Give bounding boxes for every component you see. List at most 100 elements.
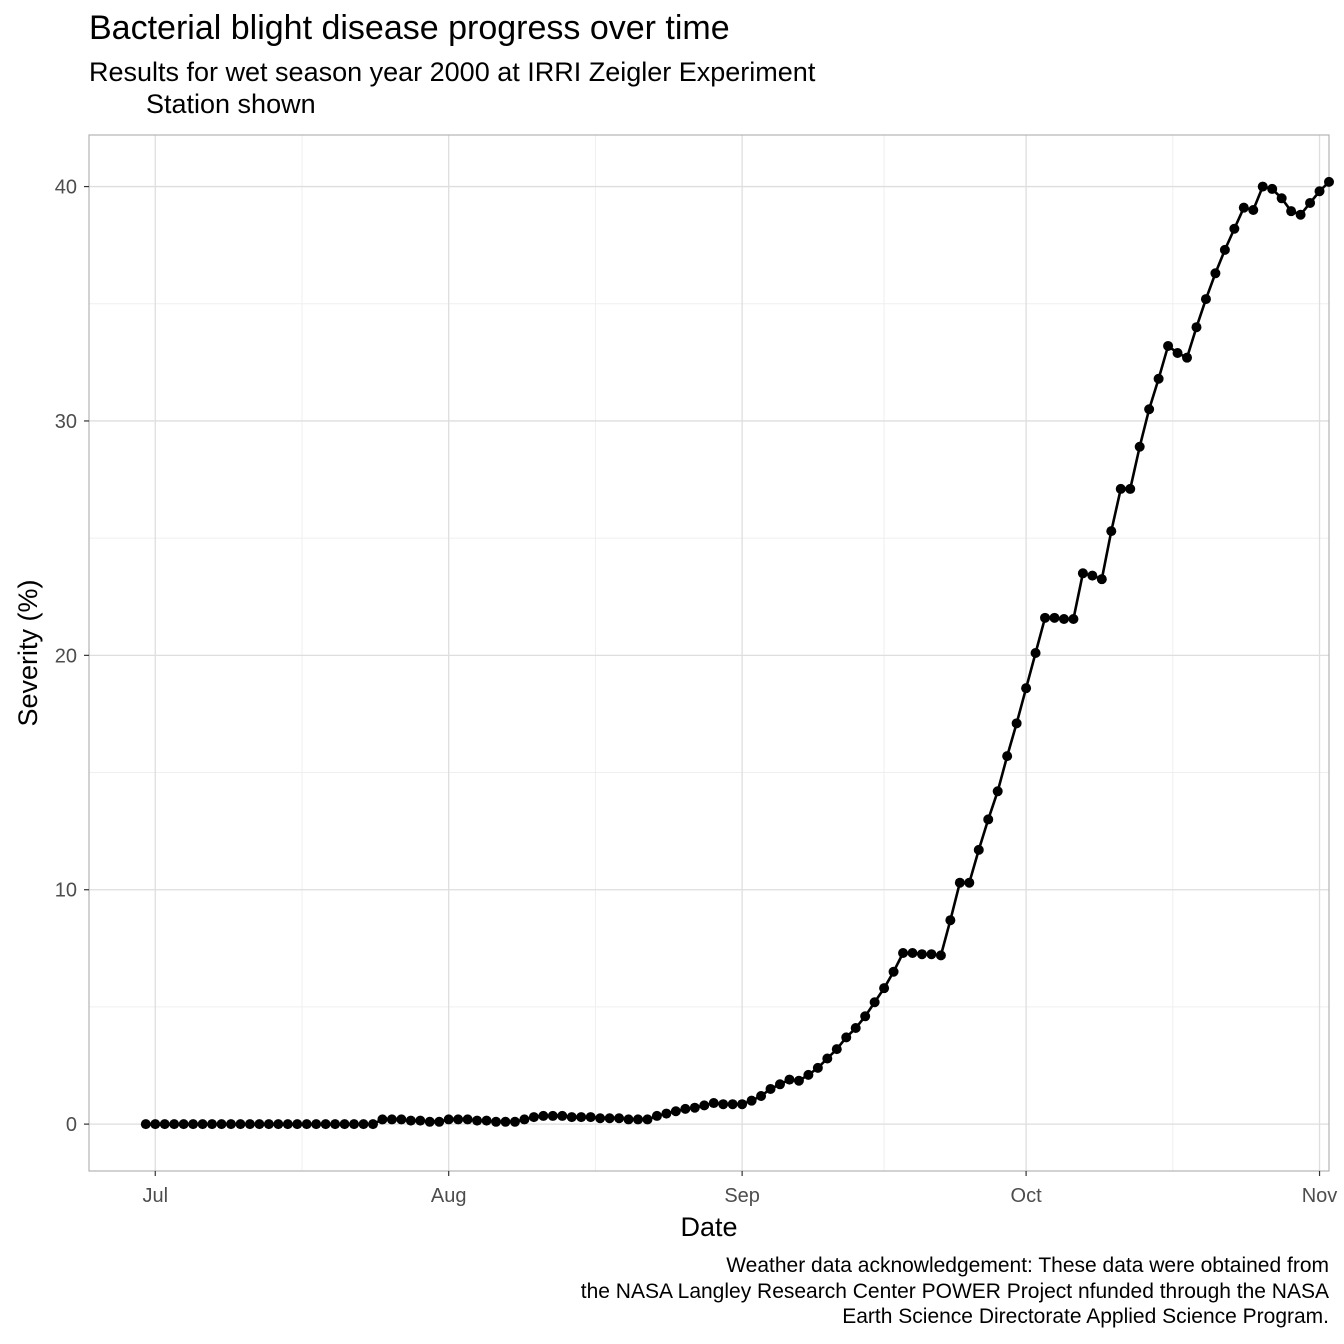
- data-point: [926, 949, 937, 960]
- y-tick-label: 10: [55, 880, 77, 902]
- data-point: [992, 786, 1003, 797]
- data-point: [1068, 614, 1079, 625]
- data-point: [860, 1011, 871, 1022]
- data-point: [1182, 352, 1193, 363]
- data-point: [434, 1116, 445, 1127]
- data-point: [595, 1113, 606, 1124]
- data-point: [784, 1074, 795, 1085]
- data-point: [472, 1115, 483, 1126]
- data-point: [547, 1110, 558, 1121]
- data-point: [462, 1114, 473, 1125]
- data-point: [708, 1098, 719, 1109]
- caption-line-2: the NASA Langley Research Center POWER P…: [580, 1280, 1329, 1303]
- data-point: [1276, 193, 1287, 204]
- data-point: [888, 966, 899, 977]
- data-point: [1125, 483, 1136, 494]
- panel-border: [88, 134, 1330, 1172]
- data-point: [339, 1119, 350, 1130]
- data-point: [774, 1079, 785, 1090]
- chart-subtitle-continued: Station shown: [146, 89, 316, 119]
- data-point: [311, 1119, 322, 1130]
- data-point: [907, 948, 918, 959]
- data-point: [1305, 197, 1316, 208]
- data-point: [699, 1100, 710, 1111]
- data-point: [244, 1119, 255, 1130]
- y-axis-title: Severity (%): [13, 579, 43, 726]
- y-tick-label: 0: [66, 1114, 77, 1136]
- chart-subtitle: Results for wet season year 2000 at IRRI…: [89, 57, 816, 87]
- data-point: [680, 1103, 691, 1114]
- data-point: [973, 844, 984, 855]
- data-point: [159, 1119, 170, 1130]
- data-point: [1257, 181, 1268, 192]
- data-point: [718, 1099, 729, 1110]
- data-point: [1248, 205, 1259, 215]
- y-tick-label: 20: [55, 645, 77, 667]
- data-point: [1134, 441, 1145, 452]
- grid-major: [89, 135, 1329, 1171]
- data-point: [216, 1119, 227, 1130]
- data-point: [1077, 568, 1088, 579]
- data-point: [954, 877, 965, 888]
- data-point: [879, 983, 890, 994]
- x-tick-label: Jul: [142, 1185, 168, 1207]
- data-point: [178, 1119, 189, 1130]
- data-point: [235, 1119, 246, 1130]
- data-point: [670, 1106, 681, 1117]
- y-axis: 0 10 20 30 40: [55, 177, 89, 1136]
- data-point: [320, 1119, 331, 1130]
- data-point: [207, 1119, 218, 1130]
- data-point: [301, 1119, 312, 1130]
- data-point: [1295, 209, 1306, 220]
- data-point: [898, 948, 909, 959]
- data-point: [150, 1119, 161, 1130]
- data-point: [140, 1119, 151, 1130]
- data-point: [225, 1119, 236, 1130]
- data-point: [377, 1114, 388, 1125]
- data-point: [793, 1075, 804, 1086]
- data-point: [1267, 183, 1278, 194]
- series-layer: [140, 176, 1334, 1130]
- data-point: [614, 1113, 625, 1124]
- data-point: [746, 1095, 757, 1106]
- data-point: [803, 1069, 814, 1080]
- data-point: [1324, 176, 1334, 187]
- data-point: [727, 1099, 738, 1110]
- data-point: [1040, 612, 1051, 623]
- data-point: [604, 1113, 615, 1124]
- data-point: [169, 1119, 180, 1130]
- data-point: [405, 1115, 416, 1126]
- data-point: [1153, 373, 1164, 384]
- grid-minor: [89, 135, 1329, 1171]
- data-point: [850, 1023, 861, 1034]
- data-point: [415, 1115, 426, 1126]
- data-point: [623, 1114, 634, 1125]
- data-point: [528, 1112, 539, 1123]
- data-point: [1314, 186, 1325, 197]
- data-point: [1058, 614, 1069, 625]
- data-point: [651, 1110, 662, 1121]
- data-point: [1096, 574, 1107, 585]
- data-point: [1144, 404, 1155, 415]
- data-point: [538, 1110, 549, 1121]
- data-point: [585, 1112, 596, 1123]
- data-point: [566, 1112, 577, 1123]
- data-point: [424, 1116, 435, 1127]
- x-tick-label: Sep: [724, 1185, 760, 1207]
- data-point: [330, 1119, 341, 1130]
- data-point: [1049, 612, 1060, 623]
- data-point: [386, 1114, 397, 1125]
- data-point: [453, 1114, 464, 1125]
- data-point: [1115, 483, 1126, 494]
- x-axis-title: Date: [680, 1212, 737, 1242]
- data-point: [1172, 347, 1183, 358]
- x-axis: Jul Aug Sep Oct Nov: [142, 1171, 1337, 1207]
- caption-line-1: Weather data acknowledgement: These data…: [726, 1254, 1329, 1277]
- data-point: [1021, 683, 1032, 694]
- data-point: [282, 1119, 293, 1130]
- data-point: [1030, 648, 1041, 658]
- data-point: [1002, 751, 1013, 762]
- data-point: [841, 1032, 852, 1043]
- x-tick-label: Aug: [431, 1185, 467, 1207]
